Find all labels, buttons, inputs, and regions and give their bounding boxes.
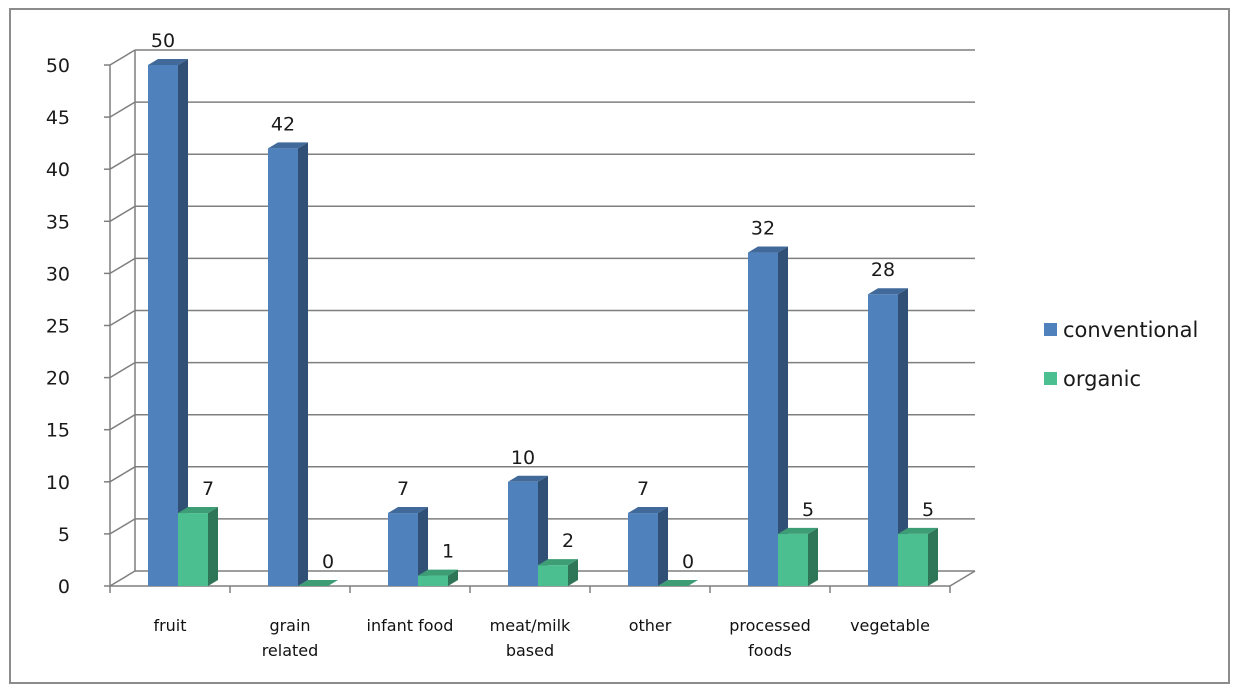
data-label: 5 <box>922 499 934 521</box>
bar-conventional <box>268 142 308 587</box>
legend-swatch <box>1044 323 1057 336</box>
y-tick-label: 45 <box>46 107 70 129</box>
legend: conventional organic <box>1044 318 1198 391</box>
data-label: 7 <box>397 478 409 500</box>
data-label: 28 <box>871 259 895 281</box>
bar-conventional <box>148 59 188 586</box>
y-tick-label: 10 <box>46 472 70 494</box>
legend-label: conventional <box>1063 318 1198 342</box>
y-tick-label: 35 <box>46 211 70 233</box>
bar-conventional <box>508 475 548 586</box>
data-labels: 50 42 7 10 7 32 28 7 0 1 2 0 5 5 <box>151 30 934 573</box>
bar-organic <box>418 569 458 586</box>
data-label: 2 <box>562 530 574 552</box>
gridline-depth <box>109 101 136 118</box>
y-tick-label: 30 <box>46 263 70 285</box>
y-tick-label: 5 <box>58 524 70 546</box>
x-tick-label: processed foods <box>729 616 810 660</box>
y-tick-label: 50 <box>46 55 70 77</box>
bar-organic <box>178 507 218 586</box>
bars <box>148 59 938 587</box>
floor-right-edge <box>949 570 976 587</box>
y-tick-label: 15 <box>46 420 70 442</box>
data-label: 7 <box>202 478 214 500</box>
data-label: 7 <box>637 478 649 500</box>
data-label: 0 <box>682 551 694 573</box>
bar-organic <box>658 580 698 586</box>
legend-label: organic <box>1063 367 1141 391</box>
y-tick-label: 20 <box>46 368 70 390</box>
bar-organic <box>538 559 578 586</box>
x-tick-label: vegetable <box>850 616 930 635</box>
bar-organic <box>898 527 938 586</box>
gridline-depth <box>109 570 136 587</box>
gridline-depth <box>109 466 136 483</box>
y-tick-label: 0 <box>58 576 70 598</box>
gridline-depth <box>109 414 136 431</box>
x-tick-label: fruit <box>153 616 186 635</box>
bar-conventional <box>748 246 788 586</box>
gridline-depth <box>109 309 136 327</box>
bar-conventional <box>388 507 428 586</box>
y-axis: 0 5 10 15 20 25 30 35 40 45 50 <box>46 55 111 598</box>
legend-swatch <box>1044 372 1057 385</box>
data-label: 42 <box>271 113 295 135</box>
x-axis: fruit grain related infant food meat/milk bas… <box>109 570 976 660</box>
bar-conventional <box>628 507 668 586</box>
bar-organic <box>298 580 338 586</box>
gridline-depth <box>109 257 136 275</box>
x-tick-label: grain related <box>262 616 319 660</box>
gridline-depth <box>109 518 136 535</box>
bar-organic <box>778 527 818 586</box>
data-label: 5 <box>802 499 814 521</box>
data-label: 10 <box>511 447 535 469</box>
gridline-depth <box>109 361 136 379</box>
y-tick-label: 40 <box>46 159 70 181</box>
y-tick-label: 25 <box>46 316 70 338</box>
gridline-depth <box>109 49 136 66</box>
gridline-depth <box>109 153 136 170</box>
data-label: 1 <box>442 541 454 563</box>
x-tick-label: other <box>629 616 672 635</box>
x-tick-label: meat/milk based <box>490 616 571 660</box>
gridline-depth <box>109 205 136 222</box>
data-label: 0 <box>322 551 334 573</box>
bar-conventional <box>868 288 908 586</box>
data-label: 32 <box>751 218 775 240</box>
x-tick-label: infant food <box>367 616 454 635</box>
data-label: 50 <box>151 30 175 52</box>
